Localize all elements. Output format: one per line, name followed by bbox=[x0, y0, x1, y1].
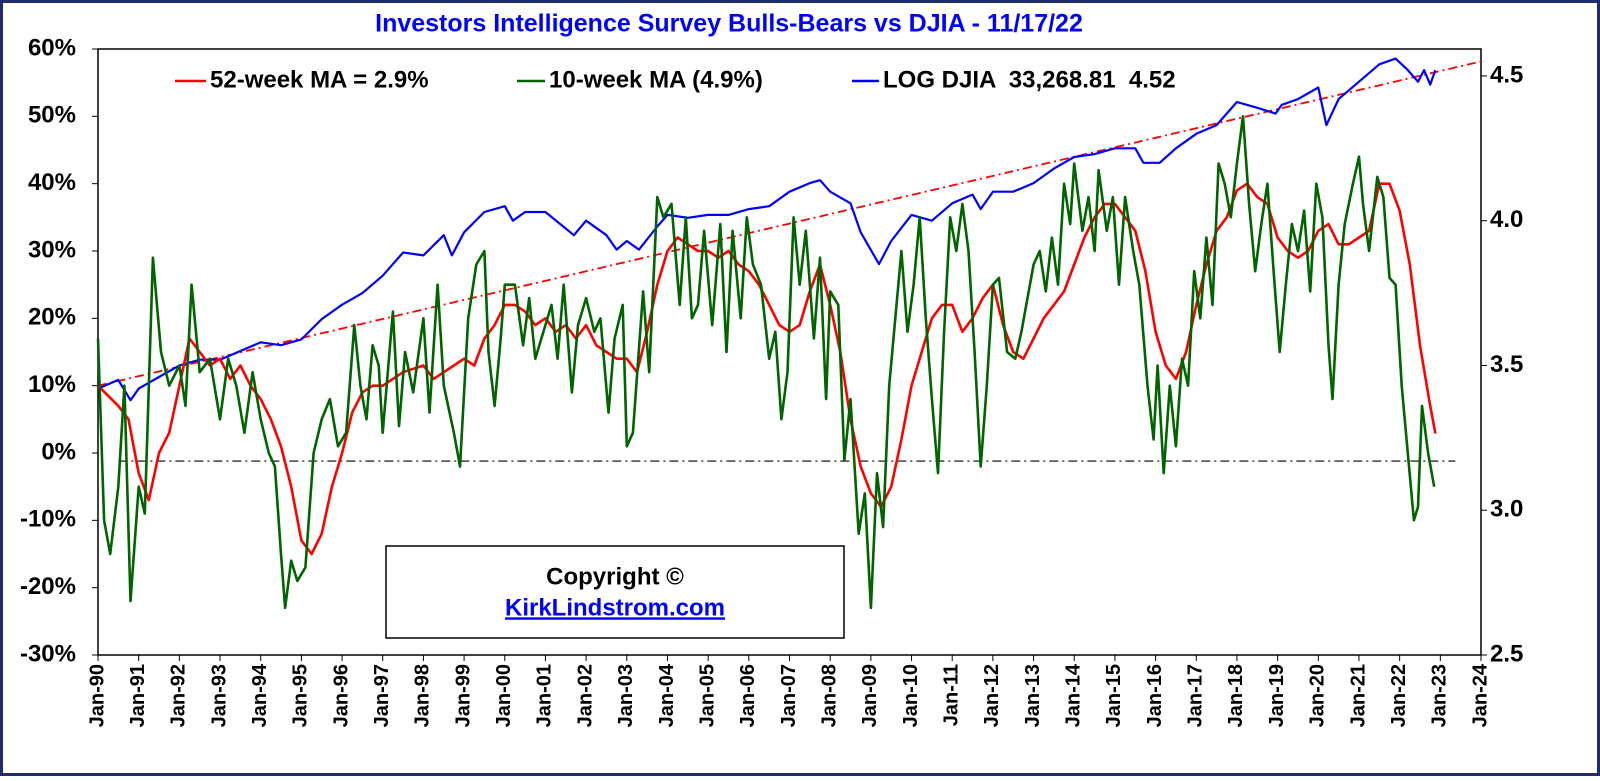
y-tick-label: -20% bbox=[20, 573, 76, 600]
link[interactable]: KirkLindstrom.com bbox=[505, 594, 725, 621]
x-tick-label: Jan-10 bbox=[900, 664, 922, 727]
x-tick-label: Jan-06 bbox=[737, 664, 759, 727]
x-tick-label: Jan-02 bbox=[574, 664, 596, 727]
copyright-box bbox=[385, 545, 845, 639]
y2-tick-label: 3.5 bbox=[1490, 351, 1523, 378]
y2-tick-label: 2.5 bbox=[1490, 640, 1523, 667]
y-tick-label: 0% bbox=[41, 438, 76, 465]
x-tick-label: Jan-99 bbox=[452, 664, 474, 727]
y-tick-label: 40% bbox=[28, 169, 76, 196]
x-tick-label: Jan-03 bbox=[615, 664, 637, 727]
y-tick-label: -10% bbox=[20, 506, 76, 533]
x-tick-label: Jan-97 bbox=[371, 664, 393, 727]
x-tick-label: Jan-96 bbox=[330, 664, 352, 727]
x-tick-label: Jan-21 bbox=[1347, 664, 1369, 727]
x-tick-label: Jan-17 bbox=[1185, 664, 1207, 727]
legend-label: 10-week MA (4.9%) bbox=[549, 66, 763, 93]
x-tick-label: Jan-20 bbox=[1307, 664, 1329, 727]
x-tick-label: Jan-14 bbox=[1063, 663, 1085, 727]
x-tick-label: Jan-22 bbox=[1388, 664, 1410, 727]
x-tick-label: Jan-00 bbox=[493, 664, 515, 727]
x-tick-label: Jan-92 bbox=[168, 664, 190, 727]
y-tick-label: 30% bbox=[28, 236, 76, 263]
legend-label: 52-week MA = 2.9% bbox=[210, 66, 429, 93]
x-tick-label: Jan-01 bbox=[534, 664, 556, 727]
x-tick-label: Jan-93 bbox=[208, 664, 230, 727]
x-tick-label: Jan-24 bbox=[1469, 663, 1491, 727]
y-tick-label: 50% bbox=[28, 102, 76, 129]
x-tick-label: Jan-15 bbox=[1103, 664, 1125, 727]
x-tick-label: Jan-94 bbox=[249, 663, 271, 727]
x-tick-label: Jan-19 bbox=[1266, 664, 1288, 727]
x-tick-label: Jan-11 bbox=[940, 664, 962, 726]
x-tick-label: Jan-04 bbox=[656, 663, 678, 727]
x-tick-label: Jan-98 bbox=[412, 664, 434, 727]
y-tick-label: 10% bbox=[28, 371, 76, 398]
x-tick-label: Jan-90 bbox=[86, 664, 108, 727]
x-tick-label: Jan-23 bbox=[1429, 664, 1451, 727]
copyright: Copyright © bbox=[546, 563, 684, 590]
y-tick-label: -30% bbox=[20, 640, 76, 667]
chart-title: Investors Intelligence Survey Bulls-Bear… bbox=[375, 10, 1083, 38]
x-tick-label: Jan-95 bbox=[290, 664, 312, 727]
x-tick-label: Jan-07 bbox=[778, 664, 800, 727]
x-tick-label: Jan-16 bbox=[1144, 664, 1166, 727]
x-tick-label: Jan-12 bbox=[981, 664, 1003, 727]
series-line bbox=[97, 182, 1437, 556]
y2-tick-label: 3.0 bbox=[1490, 496, 1523, 523]
trend-line bbox=[97, 60, 1482, 387]
legend-label: LOG DJIA 33,268.81 4.52 bbox=[883, 66, 1176, 93]
y-tick-label: 60% bbox=[28, 34, 76, 61]
x-tick-label: Jan-91 bbox=[127, 664, 149, 727]
series-line bbox=[96, 115, 1436, 610]
y2-tick-label: 4.0 bbox=[1490, 206, 1523, 233]
y2-tick-label: 4.5 bbox=[1490, 61, 1523, 88]
y-tick-label: 20% bbox=[28, 304, 76, 331]
x-tick-label: Jan-18 bbox=[1225, 664, 1247, 727]
x-tick-label: Jan-09 bbox=[859, 664, 881, 727]
x-tick-label: Jan-08 bbox=[818, 664, 840, 727]
series-line bbox=[97, 57, 1437, 402]
x-tick-label: Jan-13 bbox=[1022, 664, 1044, 727]
x-tick-label: Jan-05 bbox=[696, 664, 718, 727]
